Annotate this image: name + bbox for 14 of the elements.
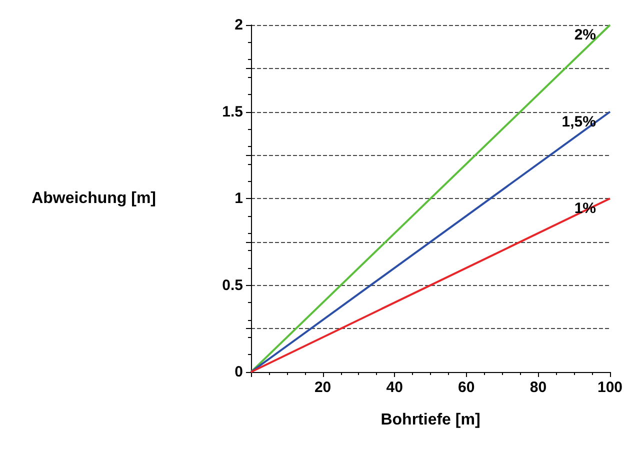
x-tick-label: 40 <box>386 379 403 396</box>
series-label: 1,5% <box>562 113 596 130</box>
y-tick-label: 1.5 <box>222 103 243 120</box>
y-tick-label: 0 <box>234 364 243 380</box>
x-tick-label: 60 <box>458 379 475 396</box>
x-tick-label: 100 <box>597 379 623 396</box>
x-tick-label: 20 <box>314 379 332 396</box>
y-tick-label: 1 <box>234 190 243 207</box>
series-label: 2% <box>574 26 596 44</box>
y-axis-title: Abweichung [m] <box>32 190 156 207</box>
y-tick-label: 0.5 <box>222 276 243 294</box>
y-tick-label: 2 <box>234 16 243 34</box>
x-tick-label: 80 <box>530 379 547 396</box>
x-axis-title: Bohrtiefe [m] <box>380 412 480 428</box>
